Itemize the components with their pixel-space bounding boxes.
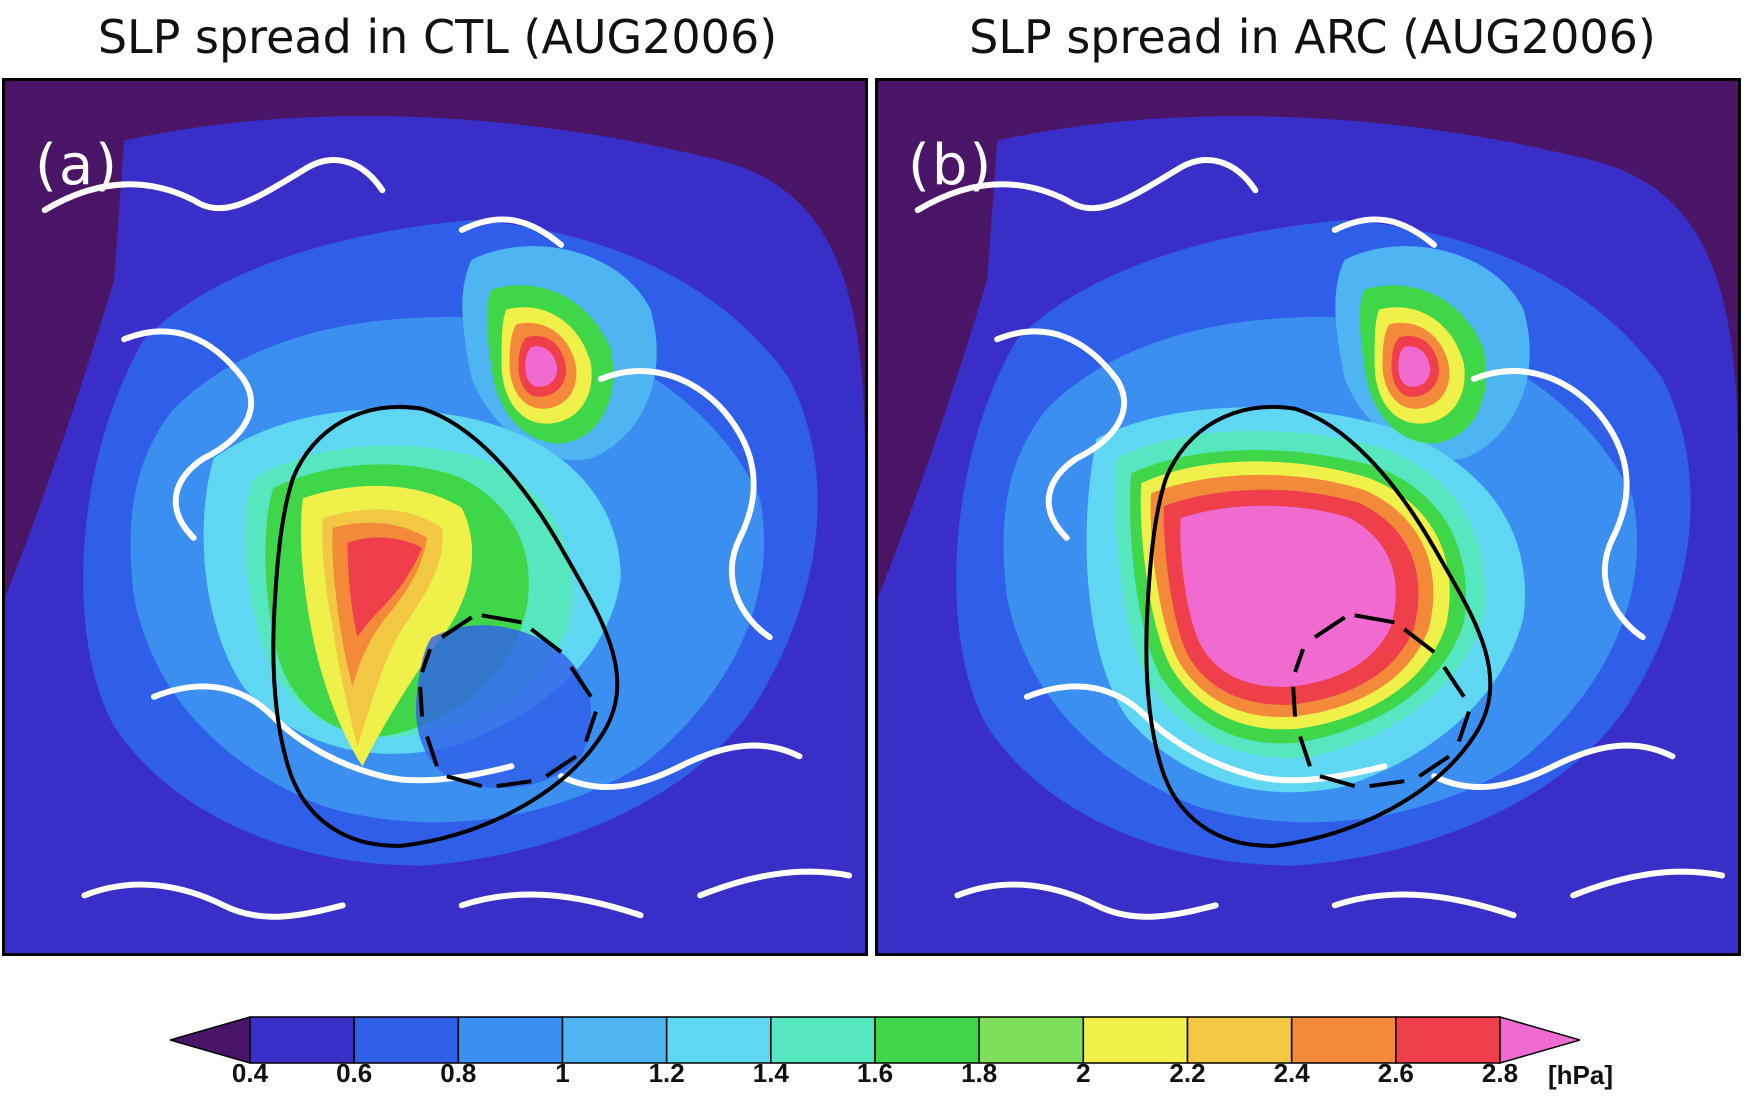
colorbar-tick-label: 1 — [555, 1058, 570, 1088]
panel-b-map: (b) — [875, 78, 1741, 956]
colorbar-tick-label: 2 — [1076, 1058, 1091, 1088]
panel-a-title: SLP spread in CTL (AUG2006) — [97, 10, 778, 64]
colorbar-tick-label: 2.8 — [1481, 1058, 1519, 1088]
colorbar-tick-label: 1.4 — [752, 1058, 789, 1088]
panel-b-field — [878, 81, 1738, 953]
colorbar-tick-label: 0.6 — [336, 1058, 373, 1088]
colorbar-arrow-right — [1499, 1016, 1583, 1064]
colorbar-tick-label: 1.6 — [856, 1058, 894, 1088]
colorbar-tick-label: 2.4 — [1273, 1058, 1310, 1088]
panel-a-field — [5, 81, 865, 953]
colorbar-unit: [hPa] — [1548, 1060, 1613, 1090]
colorbar-block — [770, 1016, 876, 1064]
colorbar-block — [1290, 1016, 1397, 1064]
colorbar-block — [978, 1016, 1085, 1064]
colorbar-block — [665, 1016, 772, 1064]
panel-a-label: (a) — [35, 133, 120, 198]
colorbar-svg — [167, 1016, 1583, 1064]
colorbar-arrow-left — [167, 1016, 251, 1064]
colorbar-tick-label: 0.4 — [231, 1058, 269, 1088]
colorbar-block — [1395, 1016, 1501, 1064]
panel-a-map: (a) — [2, 78, 868, 956]
panel-b-label: (b) — [908, 133, 994, 198]
colorbar-tick-label: 1.8 — [961, 1058, 998, 1088]
colorbar-block — [249, 1016, 355, 1064]
colorbar-block — [874, 1016, 980, 1064]
colorbar-block — [1186, 1016, 1293, 1064]
colorbar-tick-label: 1.2 — [648, 1058, 685, 1088]
colorbar-block — [353, 1016, 460, 1064]
colorbar-tick-label: 2.2 — [1169, 1058, 1206, 1088]
colorbar-block — [457, 1016, 564, 1064]
colorbar-block — [561, 1016, 668, 1064]
colorbar-tick-label: 2.6 — [1377, 1058, 1414, 1088]
colorbar-block — [1082, 1016, 1189, 1064]
colorbar-tick-label: 0.8 — [440, 1058, 477, 1088]
colorbar — [167, 1015, 1583, 1065]
panel-b-title: SLP spread in ARC (AUG2006) — [969, 10, 1656, 64]
